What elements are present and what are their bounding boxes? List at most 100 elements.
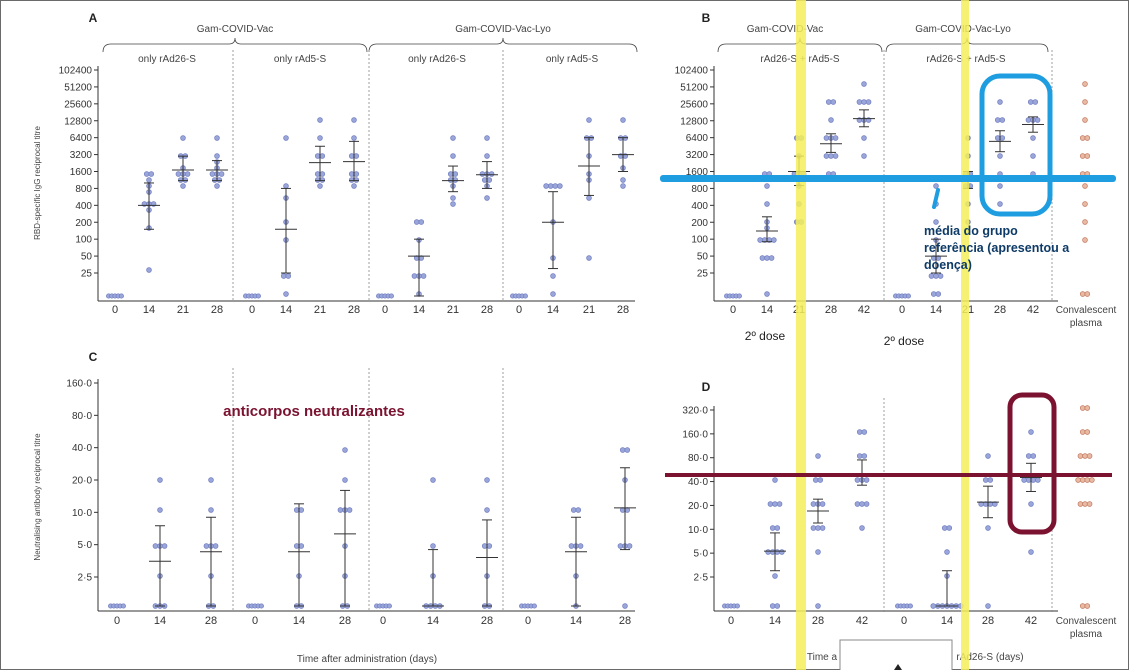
panel-d-dot — [863, 501, 870, 507]
panel-c-dot — [342, 447, 348, 453]
panel-a-dot — [180, 135, 186, 141]
panel-a-sub-1: only rAd26-S — [138, 54, 196, 65]
panel-d-dot — [1021, 477, 1027, 483]
panel-d-convalescent-dot — [1077, 501, 1084, 507]
panel-d-dot — [819, 501, 826, 507]
panel-b-dot — [1025, 117, 1032, 123]
panel-c-dot — [203, 543, 210, 549]
panel-d-x-tick-label: 0 — [728, 615, 734, 627]
panel-a-x-tick-label: 28 — [481, 304, 493, 316]
panel-b-dot — [1030, 135, 1036, 141]
panel-a-y-tick-label: 50 — [81, 252, 93, 263]
panel-a-ylabel: RBD-specific IgG reciprocal titre — [33, 126, 42, 240]
panel-c-x-tick-label: 14 — [427, 615, 439, 627]
panel-b-dot — [757, 237, 763, 243]
panel-c-dot — [626, 543, 633, 549]
panel-b-x-tick-label: 0 — [730, 304, 736, 316]
panel-b-convalescent-dot — [1082, 237, 1088, 243]
panel-b-x-tick-label: 42 — [1027, 304, 1039, 316]
panel-b-y-tick-label: 3200 — [686, 150, 709, 161]
panel-b-x-tick-label: 28 — [825, 304, 837, 316]
panel-a-dot — [319, 153, 326, 159]
panel-a-dot — [450, 201, 456, 207]
panel-d-dot — [941, 525, 948, 531]
panel-a-dot — [550, 273, 556, 279]
panel-b-dot — [1027, 99, 1034, 105]
panel-a-dot — [285, 273, 292, 279]
panel-a-y-tick-label: 400 — [75, 201, 92, 212]
panel-a-x-tick-label: 21 — [177, 304, 189, 316]
panel-b-dot — [825, 99, 832, 105]
panel-d-dot — [859, 501, 865, 507]
panel-a-dot — [620, 183, 626, 189]
panel-a-dot — [413, 219, 420, 225]
panel-d-x-tick-label: 14 — [941, 615, 953, 627]
panel-a-dot — [348, 153, 355, 159]
panel-c-y-tick-label: 20·0 — [72, 476, 92, 487]
panel-c-dot — [617, 543, 624, 549]
panel-a-dot — [314, 177, 321, 183]
panel-c-dot — [481, 543, 488, 549]
panel-c-dot — [568, 543, 575, 549]
panel-b-dot — [994, 135, 1001, 141]
panel-a-dot — [216, 177, 223, 183]
cursor-popup — [839, 639, 953, 670]
panel-d-dot — [815, 525, 821, 531]
panel-a-y-tick-label: 100 — [75, 235, 92, 246]
panel-d-convalescent-dot — [1079, 405, 1086, 411]
panel-d-x-tick-label: 14 — [769, 615, 781, 627]
panel-a-dot — [447, 177, 454, 183]
blue-note-line-1: média do grupo — [924, 224, 1018, 238]
panel-a-dot — [348, 171, 355, 177]
panel-b-dot — [1034, 117, 1041, 123]
panel-b-dot — [861, 99, 867, 105]
panel-b-dot — [1032, 99, 1039, 105]
panel-a-dot — [620, 177, 626, 183]
panel-d-dot — [1030, 453, 1037, 459]
panel-b-dot — [828, 117, 834, 123]
panel-b-label: B — [702, 11, 711, 25]
panel-b-dot — [865, 99, 872, 105]
panel-a-sub-2: only rAd5-S — [274, 54, 327, 65]
panel-d-dot — [1025, 477, 1032, 483]
panel-c-dot — [430, 477, 436, 483]
blue-reference-line — [660, 175, 1116, 182]
panel-a-x-tick-label: 0 — [516, 304, 522, 316]
panel-c-dot — [619, 447, 626, 453]
panel-a-baseline-dot — [255, 293, 261, 299]
panel-b-dot — [933, 183, 939, 189]
panel-a-dot — [452, 177, 459, 183]
panel-d-dot — [815, 603, 821, 609]
panel-d-x-tick-label: 28 — [982, 615, 994, 627]
panel-b-dot — [832, 135, 839, 141]
panel-c-dot — [622, 603, 628, 609]
panel-a-y-tick-label: 200 — [75, 218, 92, 229]
maroon-highlight-box — [1007, 392, 1057, 535]
panel-b-convalescent-dot — [1082, 99, 1088, 105]
panel-a-dot — [317, 135, 323, 141]
panel-b-convalescent-dot — [1082, 183, 1088, 189]
panel-b-dot — [997, 201, 1003, 207]
panel-a-dot — [317, 117, 323, 123]
panel-d-dot — [982, 477, 989, 483]
panel-a-dot — [348, 177, 355, 183]
panel-a-dot — [283, 291, 289, 297]
panel-b-dot — [999, 135, 1006, 141]
panel-c-dot — [624, 447, 631, 453]
panel-b-y-tick-label: 102400 — [675, 66, 709, 77]
panel-d-dot — [985, 453, 991, 459]
panel-d-convalescent-dot — [1084, 405, 1091, 411]
panel-b-dot — [935, 291, 942, 297]
panel-a-x-tick-label: 28 — [211, 304, 223, 316]
panel-b-dot — [768, 255, 775, 261]
panel-a-dot — [351, 135, 357, 141]
panel-d-convalescent-dot — [1084, 477, 1091, 483]
panel-c-baseline-dot — [120, 603, 126, 609]
panel-b-dot — [933, 273, 939, 279]
panel-a-baseline-dot — [388, 293, 394, 299]
panel-a-dot — [214, 183, 220, 189]
panel-a-x-tick-label: 21 — [447, 304, 459, 316]
panel-d-dot — [772, 477, 778, 483]
panel-b-y-tick-label: 50 — [697, 252, 709, 263]
panel-b-dot — [861, 135, 867, 141]
